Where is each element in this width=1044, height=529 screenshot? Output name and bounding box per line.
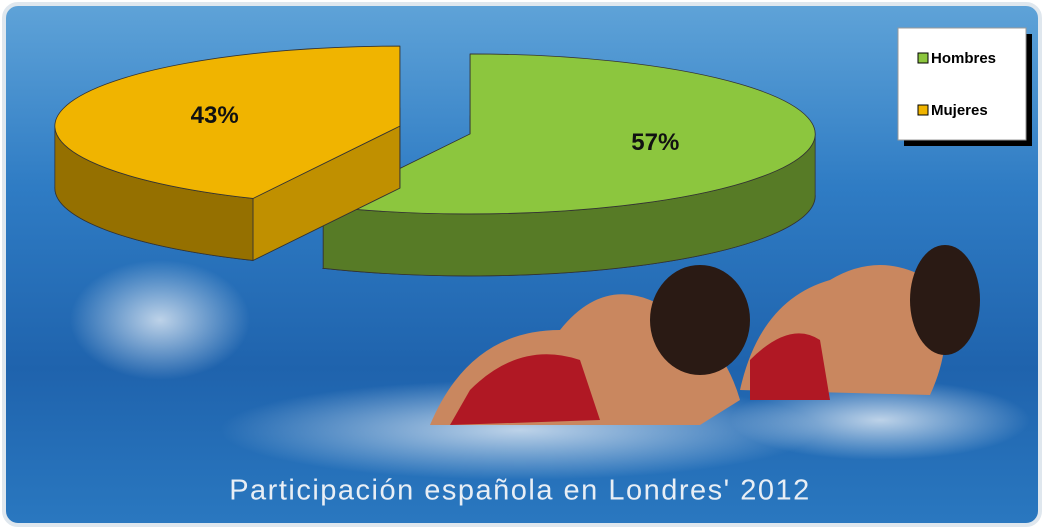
slice-top <box>321 53 816 215</box>
legend <box>897 27 1032 146</box>
swimmers <box>430 245 980 425</box>
data-label: 43% <box>191 102 239 129</box>
pie-slice <box>54 45 401 262</box>
legend-swatch <box>917 52 929 64</box>
splash <box>70 260 250 380</box>
legend-swatch <box>917 104 929 116</box>
data-label: 57% <box>631 129 679 156</box>
legend-label: Hombres <box>931 50 996 67</box>
chart-title: Participación española en Londres' 2012 <box>229 475 811 507</box>
slice-top <box>54 45 401 199</box>
legend-label: Mujeres <box>931 102 988 119</box>
